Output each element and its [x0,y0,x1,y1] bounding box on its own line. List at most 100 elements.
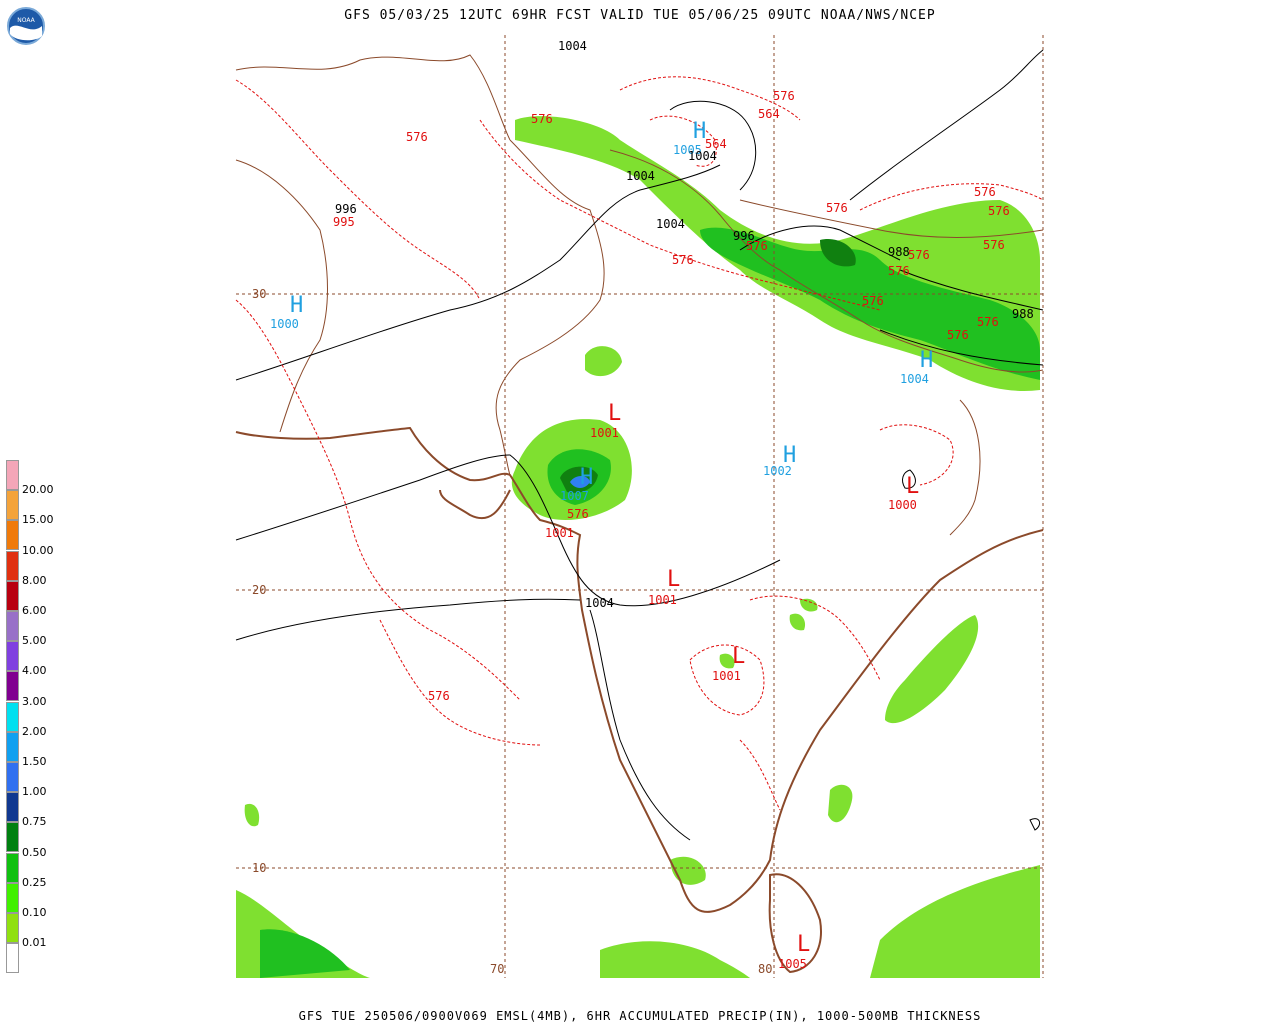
legend-label: 5.00 [22,634,47,648]
legend-swatch [6,460,19,490]
legend-label: 6.00 [22,604,47,617]
isobar-label: 1004 [626,169,655,183]
legend-label: 3.00 [22,694,47,708]
low-center: L [608,401,621,426]
isobars [235,49,1044,841]
thickness-contours [235,76,1044,811]
low-value: 1001 [545,526,574,540]
high-center: H [580,465,593,490]
low-value: 1001 [712,669,741,683]
legend-label: 0.75 [22,815,47,829]
legend-swatch [6,490,19,521]
legend-label: 8.00 [22,573,47,587]
legend-label: 0.10 [22,906,47,919]
high-value: 1005 [673,143,702,157]
thickness-label: 564 [758,107,780,121]
thickness-label: 576 [974,185,996,199]
isobar-label: 1004 [585,596,614,610]
noaa-logo-icon: NOAA [7,7,45,45]
low-value: 1000 [888,498,917,512]
legend-swatch [6,882,19,913]
legend-swatch [6,671,19,702]
thickness-label: 576 [672,253,694,267]
legend-label: 0.01 [22,936,47,950]
thickness-label: 576 [531,112,553,126]
noaa-logo: NOAA [6,6,46,46]
legend-swatch [6,943,19,974]
lat-label-20: 20 [252,583,266,597]
country-borders [235,54,1044,536]
low-center: L [667,567,680,592]
thickness-label: 576 [983,238,1005,252]
thickness-label: 576 [862,294,884,308]
legend-swatch [6,580,19,611]
lon-label-70: 70 [490,962,504,976]
legend-swatch [6,852,19,883]
legend-swatch [6,550,19,581]
low-center: L [732,644,745,669]
map-footer: GFS TUE 250506/0900V069 EMSL(4MB), 6HR A… [298,1009,982,1023]
svg-text:NOAA: NOAA [17,17,35,24]
legend-label: 20.00 [22,483,54,497]
legend-label: 10.00 [22,543,54,557]
low-value: 995 [333,215,355,229]
high-value: 1000 [270,317,299,331]
isobar-label: 996 [335,202,357,216]
high-value: 1004 [900,372,929,386]
lat-label-10: 10 [252,861,266,875]
lon-label-80: 80 [758,962,772,976]
lat-lon-grid [236,35,1044,978]
map-labels: 30 20 10 70 80 H 1002 H 1000 H 1004 H 10… [252,39,1034,976]
legend-swatch [6,792,19,823]
legend-swatch [6,731,19,762]
isobar-label: 988 [1012,307,1034,321]
low-value: 1005 [778,957,807,971]
high-center: H [920,348,933,373]
legend-label: 1.50 [22,755,47,768]
high-center: H [783,443,796,468]
thickness-label: 576 [406,130,428,144]
thickness-label: 576 [947,328,969,342]
thickness-label: 576 [908,248,930,262]
thickness-label: 576 [428,689,450,703]
lat-label-30: 30 [252,287,266,301]
low-center: L [797,932,810,957]
map-title: GFS 05/03/25 12UTC 69HR FCST VALID TUE 0… [344,8,936,23]
low-value: 1001 [590,426,619,440]
high-center: H [693,119,706,144]
legend-swatch [6,520,19,551]
high-center: H [290,293,303,318]
isobar-label: 1004 [688,149,717,163]
thickness-label: 564 [705,137,727,151]
legend-label: 1.00 [22,785,47,799]
isobar-label: 988 [888,245,910,259]
isobar-label: 1004 [656,217,685,231]
isobar-label: 1004 [558,39,587,53]
thickness-label: 576 [773,89,795,103]
thickness-label: 576 [826,201,848,215]
legend-label: 15.00 [22,513,54,527]
thickness-label: 576 [746,239,768,253]
coastline [235,426,1044,974]
isobar-label: 996 [733,229,755,243]
low-value: 1001 [648,593,677,607]
high-value: 1007 [560,489,589,503]
legend-label: 2.00 [22,724,47,738]
legend-swatch [6,822,19,853]
legend-swatch [6,701,19,732]
legend-label: 0.50 [22,845,47,859]
high-value: 1002 [763,464,792,478]
legend-swatch [6,913,19,943]
low-center: L [906,474,919,499]
legend-swatch [6,641,19,672]
thickness-label: 576 [988,204,1010,218]
precip-areas [236,116,1040,978]
legend-label: 0.25 [22,875,47,889]
thickness-label: 576 [567,507,589,521]
legend-swatch [6,762,19,792]
legend-label: 4.00 [22,664,47,678]
thickness-label: 576 [888,264,910,278]
thickness-label: 576 [977,315,999,329]
legend-swatch [6,611,19,641]
